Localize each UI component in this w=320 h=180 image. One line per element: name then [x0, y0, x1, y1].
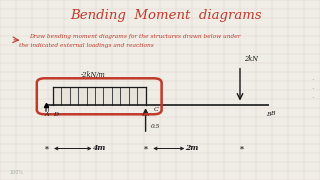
Text: C: C: [143, 112, 148, 118]
Text: *: *: [144, 145, 148, 152]
FancyBboxPatch shape: [53, 87, 146, 105]
Text: *: *: [240, 145, 244, 152]
Text: D: D: [53, 112, 59, 118]
Text: C: C: [154, 107, 158, 112]
Text: 4m: 4m: [92, 145, 106, 152]
Text: 0.5: 0.5: [150, 124, 160, 129]
Text: ·: ·: [311, 76, 313, 86]
Text: 2m: 2m: [185, 145, 199, 152]
Text: Bending  Moment  diagrams: Bending Moment diagrams: [71, 9, 262, 22]
Text: ·: ·: [311, 94, 313, 103]
Text: 2kN: 2kN: [244, 55, 258, 63]
Text: -2kN/m: -2kN/m: [80, 71, 105, 79]
Text: Draw bending moment diagrams for the structures drawn below under: Draw bending moment diagrams for the str…: [29, 34, 240, 39]
Text: B: B: [267, 112, 271, 118]
Text: *: *: [44, 145, 48, 152]
Text: B: B: [270, 111, 275, 116]
Text: 100%: 100%: [10, 170, 24, 175]
Text: A: A: [44, 112, 49, 118]
Text: the indicated external loadings and reactions: the indicated external loadings and reac…: [19, 43, 154, 48]
Text: ·: ·: [311, 86, 313, 94]
